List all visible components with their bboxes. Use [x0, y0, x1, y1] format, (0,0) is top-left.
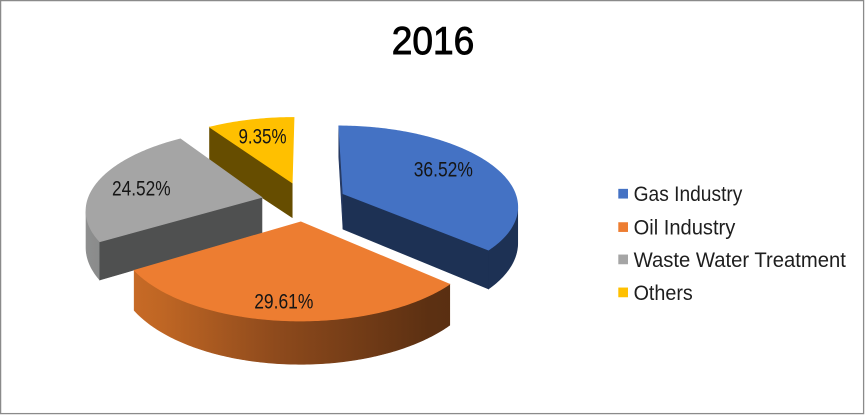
- svg-text:29.61%: 29.61%: [254, 291, 313, 314]
- svg-text:Oil Industry: Oil Industry: [634, 217, 736, 240]
- svg-text:9.35%: 9.35%: [238, 126, 286, 149]
- svg-text:36.52%: 36.52%: [414, 159, 473, 182]
- svg-text:Gas Industry: Gas Industry: [634, 183, 743, 206]
- svg-text:2016: 2016: [392, 20, 475, 63]
- svg-text:Waste Water Treatment: Waste Water Treatment: [634, 249, 846, 272]
- svg-text:Others: Others: [634, 282, 693, 305]
- svg-text:24.52%: 24.52%: [112, 177, 171, 200]
